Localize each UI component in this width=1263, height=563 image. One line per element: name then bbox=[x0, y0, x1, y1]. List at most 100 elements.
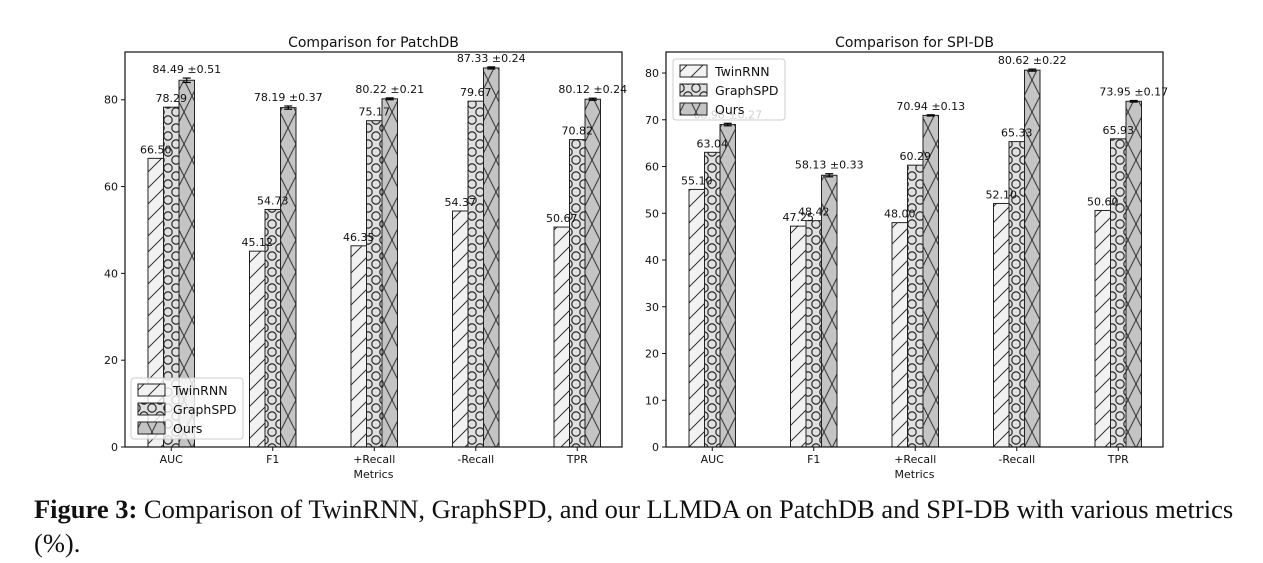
legend-swatch-graphspd bbox=[137, 402, 166, 416]
y-tick-label: 30 bbox=[645, 301, 659, 314]
legend-label: Ours bbox=[715, 102, 744, 117]
figure-caption: Figure 3: Comparison of TwinRNN, GraphSP… bbox=[34, 492, 1249, 560]
bar-twinrnn bbox=[993, 202, 1010, 448]
chart-spi-db: Comparison for SPI-DB 0 10 20 30 40 50 60 70 80 55… bbox=[645, 35, 1168, 481]
y-tick-label: 60 bbox=[645, 161, 659, 174]
bar-ours bbox=[483, 67, 500, 448]
data-label: 73.95 ±0.17 bbox=[1099, 86, 1168, 99]
x-tick-label: TPR bbox=[566, 453, 588, 466]
bar-twinrnn bbox=[350, 245, 367, 448]
data-label: 75.17 bbox=[359, 106, 391, 119]
y-tick-label: 80 bbox=[645, 67, 659, 80]
legend-label: TwinRNN bbox=[714, 64, 770, 79]
data-label: 87.33 ±0.24 bbox=[457, 52, 526, 65]
bar-graphspd bbox=[805, 220, 822, 448]
bar-twinrnn bbox=[688, 188, 705, 448]
bar-ours bbox=[280, 107, 297, 448]
data-label: 80.62 ±0.22 bbox=[998, 54, 1067, 67]
x-tick-label: AUC bbox=[701, 453, 725, 466]
data-label: 46.35 bbox=[343, 231, 375, 244]
data-label: 55.10 bbox=[681, 174, 713, 187]
x-tick-label: AUC bbox=[160, 453, 184, 466]
data-label: 70.82 bbox=[562, 125, 594, 138]
y-tick-label: 40 bbox=[104, 267, 118, 280]
y-tick-label: 80 bbox=[104, 94, 118, 107]
x-tick-label: F1 bbox=[807, 453, 820, 466]
y-tick-label: 20 bbox=[104, 354, 118, 367]
x-tick-label: TPR bbox=[1107, 453, 1129, 466]
legend-label: Ours bbox=[173, 421, 202, 436]
data-label: 80.12 ±0.24 bbox=[558, 83, 627, 96]
bar-twinrnn bbox=[249, 250, 266, 448]
legend-swatch-twinrnn bbox=[137, 383, 166, 397]
x-tick-label: F1 bbox=[266, 453, 279, 466]
x-axis-label: Metrics bbox=[895, 468, 935, 481]
bar-graphspd bbox=[569, 139, 586, 448]
bar-twinrnn bbox=[452, 210, 469, 448]
figure-caption-label: Figure 3: bbox=[34, 494, 138, 524]
data-label: 84.49 ±0.51 bbox=[152, 63, 221, 76]
chart-patchdb: Comparison for PatchDB 0 20 40 60 80 66.50 45.1… bbox=[104, 35, 627, 481]
legend-swatch-graphspd bbox=[679, 83, 708, 97]
data-label: 70.94 ±0.13 bbox=[896, 100, 965, 113]
bar-graphspd bbox=[1008, 141, 1025, 448]
chart-title: Comparison for SPI-DB bbox=[835, 35, 994, 51]
bar-ours bbox=[584, 98, 601, 448]
bar-ours bbox=[719, 124, 736, 448]
y-tick-label: 70 bbox=[645, 114, 659, 127]
y-tick-label: 0 bbox=[652, 441, 659, 454]
data-label: 63.04 bbox=[697, 137, 729, 150]
bar-graphspd bbox=[1110, 138, 1127, 448]
legend-swatch-ours bbox=[679, 102, 708, 116]
legend-swatch-twinrnn bbox=[679, 64, 708, 78]
bar-graphspd bbox=[467, 100, 484, 448]
chart-title: Comparison for PatchDB bbox=[288, 35, 459, 51]
data-label: 48.42 bbox=[798, 206, 830, 219]
plot-frame bbox=[665, 51, 1164, 448]
data-label: 50.67 bbox=[546, 212, 578, 225]
bar-twinrnn bbox=[553, 226, 570, 448]
bar-twinrnn bbox=[790, 225, 807, 448]
data-label: 78.29 bbox=[156, 92, 188, 105]
bar-twinrnn bbox=[891, 222, 908, 448]
y-tick-label: 20 bbox=[645, 348, 659, 361]
data-label: 54.73 bbox=[257, 194, 289, 207]
bar-ours bbox=[922, 114, 939, 448]
data-label: 78.19 ±0.37 bbox=[254, 91, 323, 104]
bar-twinrnn bbox=[1094, 209, 1111, 448]
x-tick-label: +Recall bbox=[894, 453, 936, 466]
data-label: 60.29 bbox=[900, 150, 932, 163]
data-label: 80.22 ±0.21 bbox=[355, 83, 424, 96]
data-label: 65.93 bbox=[1103, 124, 1135, 137]
y-tick-label: 10 bbox=[645, 394, 659, 407]
data-label: 47.25 bbox=[783, 211, 815, 224]
data-label: 50.60 bbox=[1087, 195, 1119, 208]
data-label: 54.37 bbox=[445, 196, 477, 209]
legend-label: GraphSPD bbox=[173, 402, 236, 417]
data-label: 52.10 bbox=[986, 188, 1018, 201]
bar-graphspd bbox=[366, 120, 383, 448]
x-tick-label: -Recall bbox=[998, 453, 1035, 466]
legend-label: GraphSPD bbox=[715, 83, 778, 98]
bar-ours bbox=[1125, 100, 1142, 448]
y-tick-label: 40 bbox=[645, 254, 659, 267]
legend-swatch-ours bbox=[137, 421, 166, 435]
data-label: 65.33 bbox=[1001, 127, 1033, 140]
data-label: 79.67 bbox=[460, 86, 492, 99]
legend-label: TwinRNN bbox=[172, 383, 228, 398]
data-label: 66.50 bbox=[140, 143, 172, 156]
x-axis-label: Metrics bbox=[354, 468, 394, 481]
bar-graphspd bbox=[704, 151, 721, 448]
y-tick-label: 50 bbox=[645, 207, 659, 220]
x-tick-label: +Recall bbox=[353, 453, 395, 466]
x-tick-label: -Recall bbox=[457, 453, 494, 466]
y-tick-label: 60 bbox=[104, 181, 118, 194]
plot-frame bbox=[124, 51, 623, 448]
figure-panels: Comparison for PatchDB 0 20 40 60 80 66.50 45.1… bbox=[104, 35, 1168, 481]
y-tick-label: 0 bbox=[111, 441, 118, 454]
data-label: 58.13 ±0.33 bbox=[795, 159, 864, 172]
data-label: 48.00 bbox=[884, 208, 916, 221]
figure-caption-text: Comparison of TwinRNN, GraphSPD, and our… bbox=[34, 494, 1234, 558]
bar-ours bbox=[381, 98, 398, 448]
data-label: 45.12 bbox=[242, 236, 274, 249]
